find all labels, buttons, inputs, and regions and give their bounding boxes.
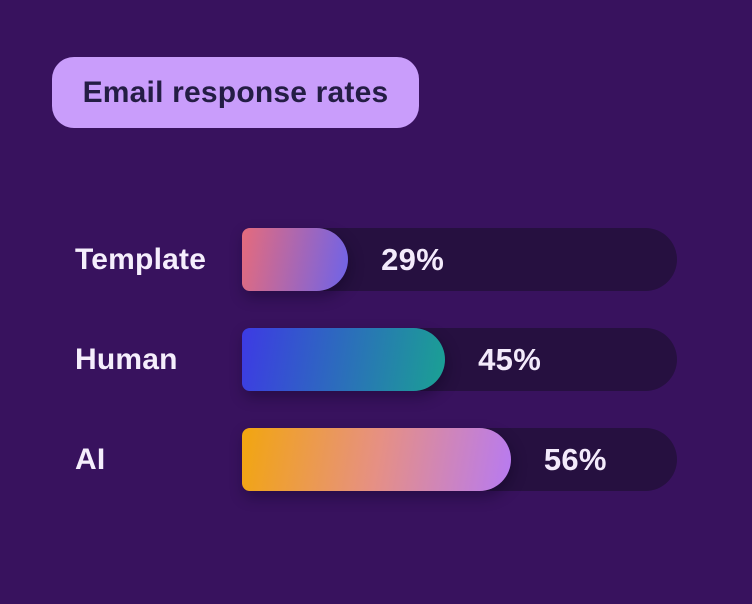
bar-label: Template [75, 242, 207, 276]
bar-chart: Template 29% Human 45% AI 56% [75, 228, 677, 528]
bar-fill [242, 328, 446, 391]
bar-track: 45% [242, 328, 677, 391]
bar-value-label: 45% [478, 341, 542, 377]
bar-track: 56% [242, 428, 677, 491]
chart-title-badge: Email response rates [52, 57, 419, 128]
bar-track: 29% [242, 228, 677, 291]
bar-row-template: Template 29% [75, 228, 677, 291]
bar-value-label: 56% [543, 441, 607, 477]
bar-fill [242, 428, 511, 491]
bar-label: AI [75, 442, 106, 476]
chart-title: Email response rates [82, 75, 389, 109]
bar-fill [242, 228, 349, 291]
bar-row-human: Human 45% [75, 328, 677, 391]
bar-value-label: 29% [381, 241, 445, 277]
bar-label: Human [75, 342, 178, 376]
bar-row-ai: AI 56% [75, 428, 677, 491]
